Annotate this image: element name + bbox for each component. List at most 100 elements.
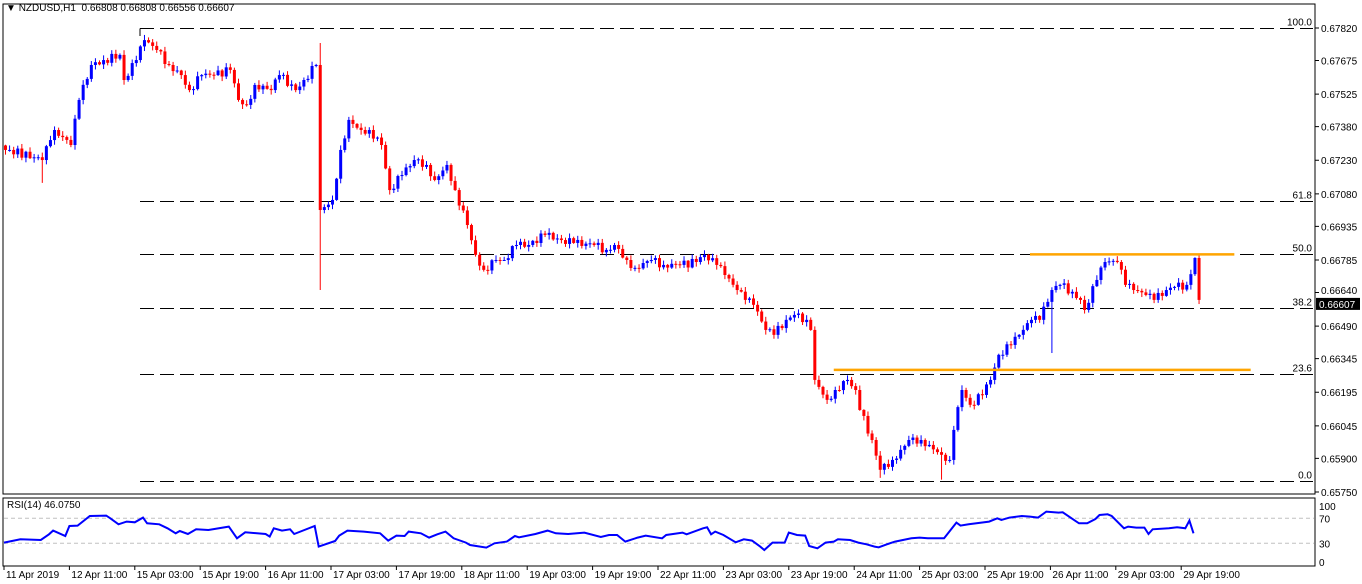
main-panel-frame [2, 3, 1316, 495]
candle-body [236, 83, 240, 100]
candle-body [212, 74, 216, 76]
candle-body [261, 85, 265, 90]
candle-body [36, 157, 40, 159]
candle [482, 262, 486, 272]
candle [580, 236, 584, 249]
candle [886, 459, 890, 470]
candle [163, 46, 167, 69]
candle-body [837, 390, 841, 392]
candle [563, 237, 567, 247]
candle-body [404, 167, 408, 176]
candle-body [1197, 257, 1201, 300]
candle [1025, 320, 1029, 332]
candle-body [948, 459, 952, 461]
candle [498, 257, 502, 265]
candle-body [441, 170, 445, 177]
resistance-lines[interactable] [833, 253, 1251, 372]
current-price-label: 0.66607 [1319, 300, 1356, 311]
candle [375, 136, 379, 142]
candle-body [952, 429, 956, 460]
candle-body [866, 415, 870, 434]
candle [829, 396, 833, 402]
candle [380, 133, 384, 150]
candle-body [1066, 283, 1070, 294]
candle [535, 236, 539, 247]
price-tick-label: 0.67525 [1321, 90, 1358, 101]
candle [73, 114, 77, 150]
candle [81, 80, 85, 105]
candle [130, 59, 134, 81]
candle [457, 187, 461, 211]
candle-body [850, 379, 854, 387]
fib-level-label: 100.0 [1287, 18, 1312, 29]
rsi-value: 46.0750 [44, 500, 81, 511]
candle [179, 69, 183, 79]
candle-body [478, 254, 482, 266]
candle [572, 236, 576, 244]
time-tick-label: 19 Apr 19:00 [595, 570, 652, 581]
candle [666, 263, 670, 273]
candle-body [196, 76, 200, 90]
rsi-tick-label: 30 [1319, 539, 1331, 550]
candle-body [944, 454, 948, 461]
candle-body [208, 73, 212, 75]
candle-body [40, 157, 44, 161]
candle-body [502, 259, 506, 261]
candle-body [81, 84, 85, 100]
candle-body [858, 390, 862, 410]
candle-body [257, 84, 261, 90]
candle-body [539, 233, 543, 243]
candle [690, 254, 694, 269]
candle-body [915, 437, 919, 444]
candle-body [972, 404, 976, 406]
candle-body [1099, 267, 1103, 280]
candle [519, 238, 523, 250]
candle-body [870, 433, 874, 440]
current-price-marker [1316, 297, 1360, 310]
candle-body [874, 439, 878, 456]
candle [388, 165, 392, 195]
candle [649, 255, 653, 264]
candle-body [12, 149, 16, 155]
candle [167, 61, 171, 67]
candle-body [69, 139, 73, 146]
candle [715, 254, 719, 270]
candle [4, 144, 7, 155]
candle-body [555, 238, 559, 240]
rsi-label: RSI(14) 46.0750 [7, 500, 80, 511]
fibonacci-retracement[interactable]: 100.0 61.8 50.0 38.2 23.6 0.0 [139, 18, 1313, 482]
candle-body [122, 54, 126, 81]
candle [1034, 311, 1038, 324]
candle [306, 75, 310, 83]
price-axis: 0.67820 0.67675 0.67525 0.67380 0.67230 0.670… [1315, 24, 1360, 499]
candle-body [228, 67, 232, 70]
candle-body [290, 84, 294, 86]
time-tick-label: 18 Apr 11:00 [464, 570, 520, 581]
candle [118, 53, 122, 61]
candle-body [1079, 297, 1083, 300]
candle [196, 71, 200, 91]
candle-body [543, 233, 547, 235]
candle [527, 240, 531, 252]
candle-body [662, 264, 666, 268]
candle [1095, 275, 1099, 288]
candle-body [854, 386, 858, 391]
candle [1091, 283, 1095, 308]
price-tick-label: 0.67380 [1321, 123, 1358, 134]
candle [662, 260, 666, 270]
candle [768, 327, 772, 333]
price-tick-label: 0.66785 [1321, 256, 1358, 267]
candle [841, 380, 845, 395]
candle-body [559, 238, 563, 241]
collapse-triangle-icon[interactable]: ▼ [6, 3, 16, 14]
candle [461, 201, 465, 214]
candle-body [310, 65, 314, 79]
candle-body [482, 265, 486, 270]
candle [416, 157, 420, 164]
candle [465, 206, 469, 229]
candle [57, 127, 61, 138]
candle-body [1111, 260, 1115, 262]
candle-body [1017, 334, 1021, 337]
candle [862, 409, 866, 421]
